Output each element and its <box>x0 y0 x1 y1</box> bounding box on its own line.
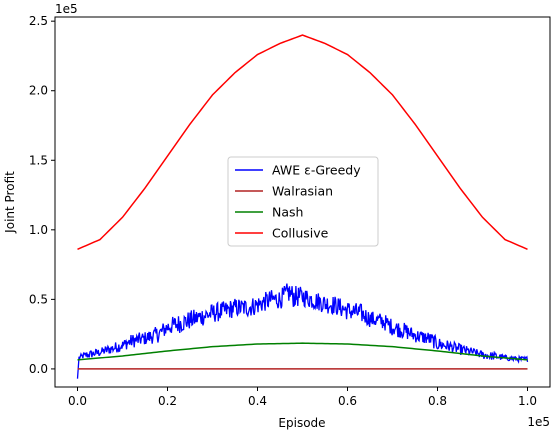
legend: AWE ε-Greedy Walrasian Nash Collusive <box>227 156 379 247</box>
series-line-0 <box>76 283 529 379</box>
y-axis-ticks: 0.0 0.5 1.0 1.5 2.0 2.5 <box>29 14 55 376</box>
legend-label: AWE ε-Greedy <box>272 163 361 178</box>
legend-box <box>227 156 379 247</box>
series-line-3 <box>77 34 528 250</box>
series-line-2 <box>77 342 528 361</box>
plot-frame <box>54 16 551 388</box>
y-tick-label: 1.5 <box>29 153 48 167</box>
legend-label: Nash <box>272 205 303 220</box>
x-tick-label: 0.0 <box>68 394 87 408</box>
x-axis-offset-label: 1e5 <box>527 415 550 429</box>
x-tick-label: 0.6 <box>338 394 357 408</box>
y-tick-label: 0.5 <box>29 292 48 306</box>
y-tick-label: 1.0 <box>29 223 48 237</box>
legend-label: Collusive <box>272 226 329 241</box>
y-tick-label: 2.5 <box>29 14 48 28</box>
y-axis-offset-label: 1e5 <box>55 2 78 16</box>
y-tick-label: 2.0 <box>29 84 48 98</box>
y-tick-label: 0.0 <box>29 362 48 376</box>
y-axis-label: Joint Profit <box>3 171 17 234</box>
series-layer <box>76 34 529 379</box>
x-tick-label: 1.0 <box>518 394 537 408</box>
x-axis-label: Episode <box>278 416 325 430</box>
x-tick-label: 0.2 <box>158 394 177 408</box>
x-axis-ticks: 0.0 0.2 0.4 0.6 0.8 1.0 <box>68 387 537 408</box>
x-tick-label: 0.4 <box>248 394 267 408</box>
x-tick-label: 0.8 <box>428 394 447 408</box>
legend-label: Walrasian <box>272 184 333 199</box>
